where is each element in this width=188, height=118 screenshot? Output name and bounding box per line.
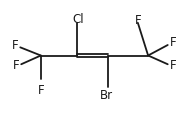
Text: F: F: [12, 39, 18, 52]
Text: F: F: [170, 59, 176, 72]
Text: Cl: Cl: [72, 13, 84, 26]
Text: F: F: [13, 59, 19, 72]
Text: F: F: [170, 36, 176, 49]
Text: F: F: [37, 84, 44, 97]
Text: F: F: [135, 14, 141, 27]
Text: Br: Br: [100, 89, 113, 102]
